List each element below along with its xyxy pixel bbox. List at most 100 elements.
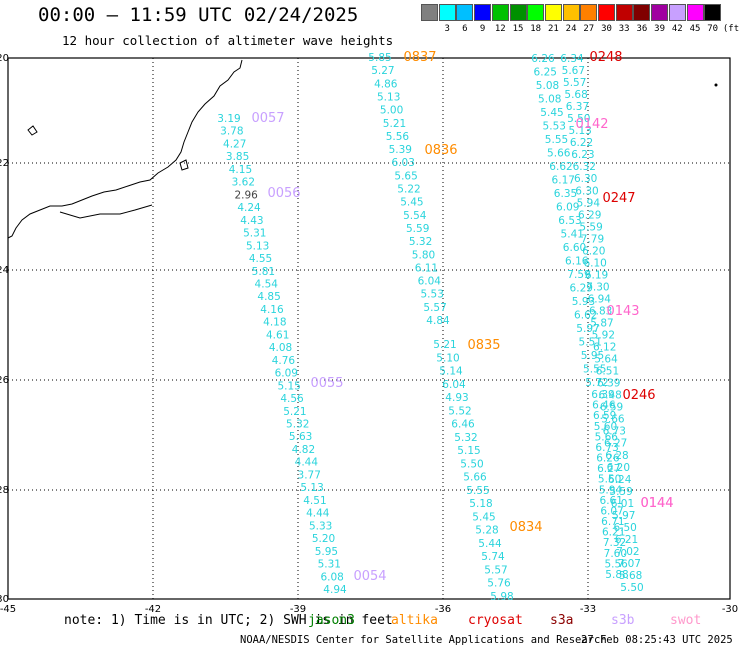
- swh-value: 5.66: [595, 431, 619, 443]
- swh-value: 4.44: [306, 508, 330, 520]
- swh-value: 4.43: [240, 215, 263, 227]
- swh-value: 5.31: [318, 559, 341, 571]
- scale-swatch: [668, 4, 686, 21]
- swh-value: 5.55: [545, 134, 568, 146]
- swh-value: 4.51: [303, 495, 326, 507]
- footer-timestamp: 27 Feb 08:25:43 UTC 2025: [581, 634, 733, 646]
- swh-value: 5.31: [243, 228, 266, 240]
- legend-item-swot: swot: [670, 613, 702, 628]
- swh-value: 6.11: [415, 262, 438, 274]
- swh-value: 5.55: [583, 364, 606, 376]
- map-frame: [7, 57, 731, 600]
- swh-value: 4.85: [257, 291, 280, 303]
- swh-value: 5.32: [409, 236, 432, 248]
- scale-swatch: [615, 4, 633, 21]
- swh-value: 5.57: [484, 564, 507, 576]
- swh-value: 4.08: [269, 342, 292, 354]
- swh-value: 5.80: [412, 249, 435, 261]
- swh-value: 6.37: [566, 101, 589, 113]
- swh-value: 6.59: [600, 402, 623, 414]
- pass-time-label: 0837: [403, 50, 436, 65]
- pass-time-label: 0056: [267, 186, 300, 201]
- pass-time-label: 0248: [589, 50, 622, 65]
- pass-time-label: 0836: [424, 143, 457, 158]
- page-subtitle: 12 hour collection of altimeter wave hei…: [62, 33, 394, 48]
- swh-value: 5.13: [377, 91, 400, 103]
- swh-value: 6.29: [578, 209, 601, 221]
- legend-item-jason3: jason3: [308, 613, 355, 628]
- swh-value: 6.10: [583, 257, 606, 269]
- scale-swatch: [491, 4, 509, 21]
- swh-value: 5.72: [585, 377, 608, 389]
- swh-value: 5.55: [466, 485, 489, 497]
- swh-value: 5.21: [283, 406, 306, 418]
- coastline-inner: [59, 204, 153, 219]
- swh-value: 6.03: [392, 157, 415, 169]
- swh-value: 6.29: [570, 283, 593, 295]
- swh-value: 3.62: [232, 177, 255, 189]
- island-dot: [714, 83, 718, 87]
- scale-label: 39: [654, 24, 666, 34]
- swh-value: 5.57: [423, 302, 446, 314]
- swh-value: 7.79: [581, 233, 604, 245]
- y-tick-label: -30: [0, 594, 9, 605]
- scale-unit: (ft): [722, 24, 740, 34]
- swh-value: 5.45: [400, 197, 423, 209]
- scale-label: 15: [512, 24, 524, 34]
- swh-value: 6.46: [592, 400, 616, 412]
- swh-value: 5.98: [490, 591, 513, 603]
- swh-value: 5.50: [620, 582, 643, 594]
- swh-value: 5.97: [576, 323, 599, 335]
- swh-value: 4.44: [295, 457, 319, 469]
- swh-value: 6.26: [531, 53, 555, 65]
- scale-swatch: [580, 4, 598, 21]
- swh-value: 5.52: [448, 405, 471, 417]
- page-title: 00:00 – 11:59 UTC 02/24/2025: [38, 4, 359, 26]
- pass-time-label: 0834: [509, 520, 542, 535]
- swh-value: 5.51: [579, 337, 602, 349]
- swh-value: 5.66: [463, 472, 487, 484]
- swh-value: 7.07: [618, 558, 641, 570]
- swh-value: 5.92: [592, 330, 615, 342]
- footer-credit: NOAA/NESDIS Center for Satellite Applica…: [240, 634, 607, 646]
- swh-value: 6.32: [573, 161, 596, 173]
- swh-value: 5.21: [433, 339, 456, 351]
- scale-label: 3: [444, 24, 450, 34]
- y-tick-label: -28: [0, 485, 9, 496]
- swh-value: 5.00: [380, 105, 403, 117]
- swh-value: 6.20: [607, 462, 630, 474]
- swh-value: 6.04: [442, 379, 466, 391]
- swh-value: 6.39: [597, 378, 620, 390]
- pass-time-label: 0144: [640, 496, 673, 511]
- swh-value: 5.22: [397, 184, 420, 196]
- swh-value: 5.94: [599, 484, 623, 496]
- y-tick-label: -26: [0, 375, 9, 386]
- swh-value: 5.87: [590, 318, 613, 330]
- swh-value: 7.60: [604, 548, 627, 560]
- x-tick-label: -36: [435, 604, 451, 615]
- swh-value: 5.85: [368, 52, 391, 64]
- swh-value: 5.10: [436, 352, 459, 364]
- swh-value: 6.27: [604, 438, 627, 450]
- swh-value: 6.07: [600, 505, 623, 517]
- swh-value: 4.61: [266, 329, 289, 341]
- coastline: [7, 59, 243, 239]
- swh-value: 6.83: [589, 305, 612, 317]
- swh-value: 5.65: [394, 170, 417, 182]
- scale-swatch: [456, 4, 474, 21]
- swh-value: 4.27: [223, 138, 246, 150]
- legend-item-s3a: s3a: [550, 613, 574, 628]
- scale-swatch: [509, 4, 527, 21]
- swh-value: 6.20: [582, 245, 605, 257]
- swh-value: 5.54: [403, 210, 427, 222]
- swh-value: 5.60: [594, 421, 617, 433]
- swh-value: 4.86: [374, 78, 398, 90]
- pass-time-label: 0835: [467, 338, 500, 353]
- scale-swatch: [474, 4, 492, 21]
- y-tick-label: -24: [0, 265, 9, 276]
- scale-label: 12: [494, 24, 506, 34]
- scale-swatch: [651, 4, 669, 21]
- swh-value: 6.73: [595, 442, 618, 454]
- legend-item-s3b: s3b: [611, 613, 635, 628]
- swh-value: 6.17: [552, 175, 575, 187]
